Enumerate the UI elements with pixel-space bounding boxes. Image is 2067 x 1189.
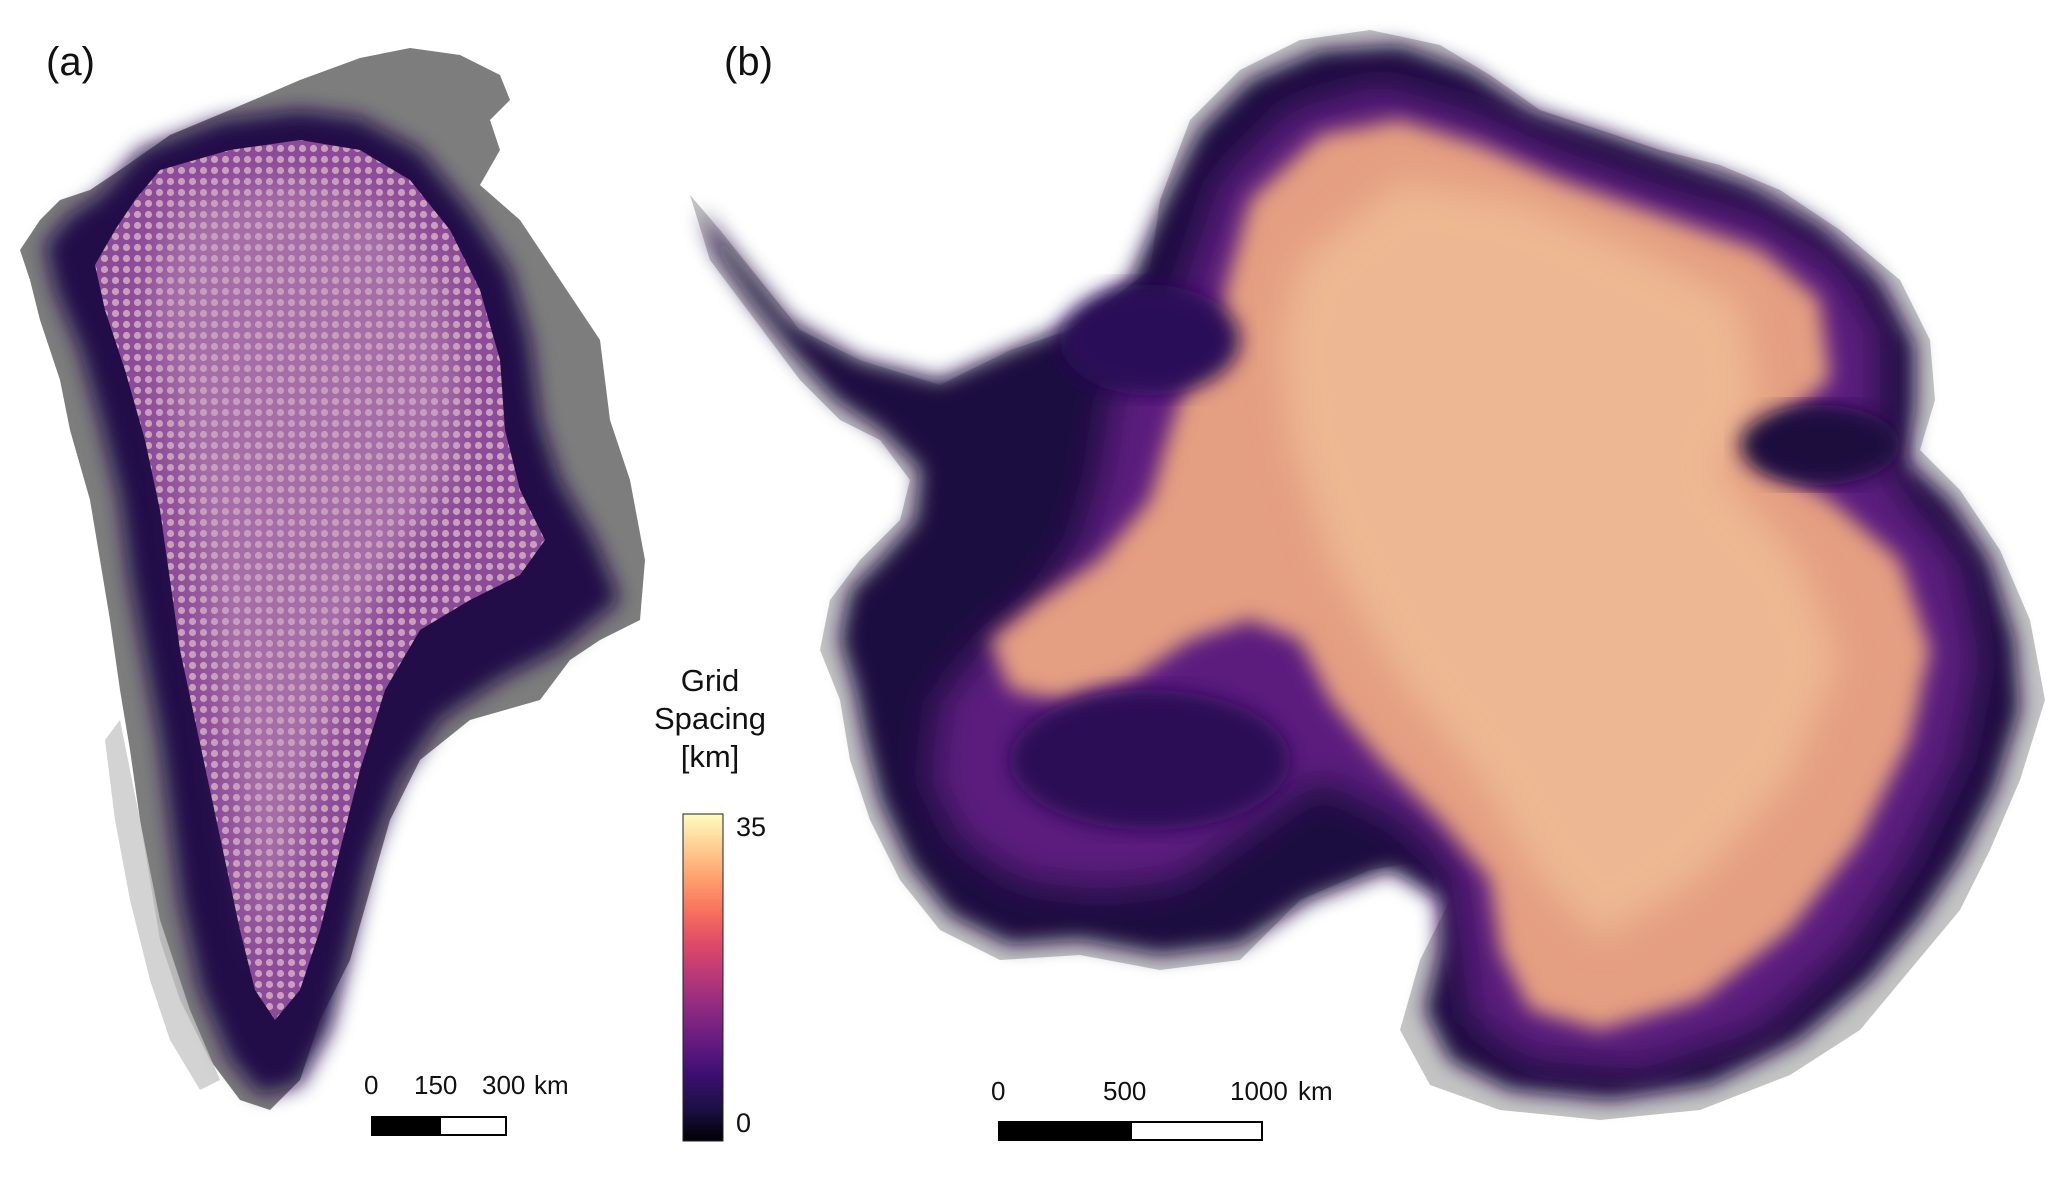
panel-a-label: (a) [46,40,95,84]
scalebar-b-tick-1: 500 [1103,1076,1147,1106]
scalebar-a-frame [371,1116,507,1136]
scalebar-a-unit: km [534,1070,569,1100]
colorbar-title: Grid Spacing [km] [640,662,780,776]
colorbar-title-line3: [km] [680,739,740,774]
antarctica-ice-dome [1280,180,1840,940]
scalebar-b-frame [998,1121,1263,1141]
scalebar-a-black-segment [372,1117,440,1135]
scalebar-a-tick-1: 150 [414,1070,458,1100]
greenland-land-light [105,720,220,1090]
colorbar-gradient [682,813,724,1142]
scalebar-b-unit: km [1298,1076,1333,1106]
antarctica-map [690,30,2045,1120]
greenland-map [20,48,645,1110]
scalebar-b-white-segment [1130,1121,1263,1141]
scalebar-a [371,1116,507,1136]
colorbar-max-label: 35 [736,812,767,842]
scalebar-b [998,1121,1263,1141]
panel-b-label: (b) [724,40,773,84]
scalebar-b-tick-2: 1000 [1230,1076,1288,1106]
colorbar [682,813,724,1142]
scalebar-a-tick-0: 0 [364,1070,379,1100]
scalebar-a-tick-2: 300 [482,1070,526,1100]
scalebar-b-black-segment [999,1122,1131,1140]
ronne-embayment [1010,690,1290,830]
scalebar-a-white-segment [439,1116,507,1136]
amundsen-embayment [1060,285,1240,395]
ross-embayment [1740,405,1900,485]
colorbar-title-line1: Grid [680,663,740,698]
scalebar-b-tick-0: 0 [991,1076,1006,1106]
colorbar-min-label: 0 [736,1108,752,1138]
greenland-ice-center [150,180,460,960]
colorbar-title-line2: Spacing [653,701,767,736]
